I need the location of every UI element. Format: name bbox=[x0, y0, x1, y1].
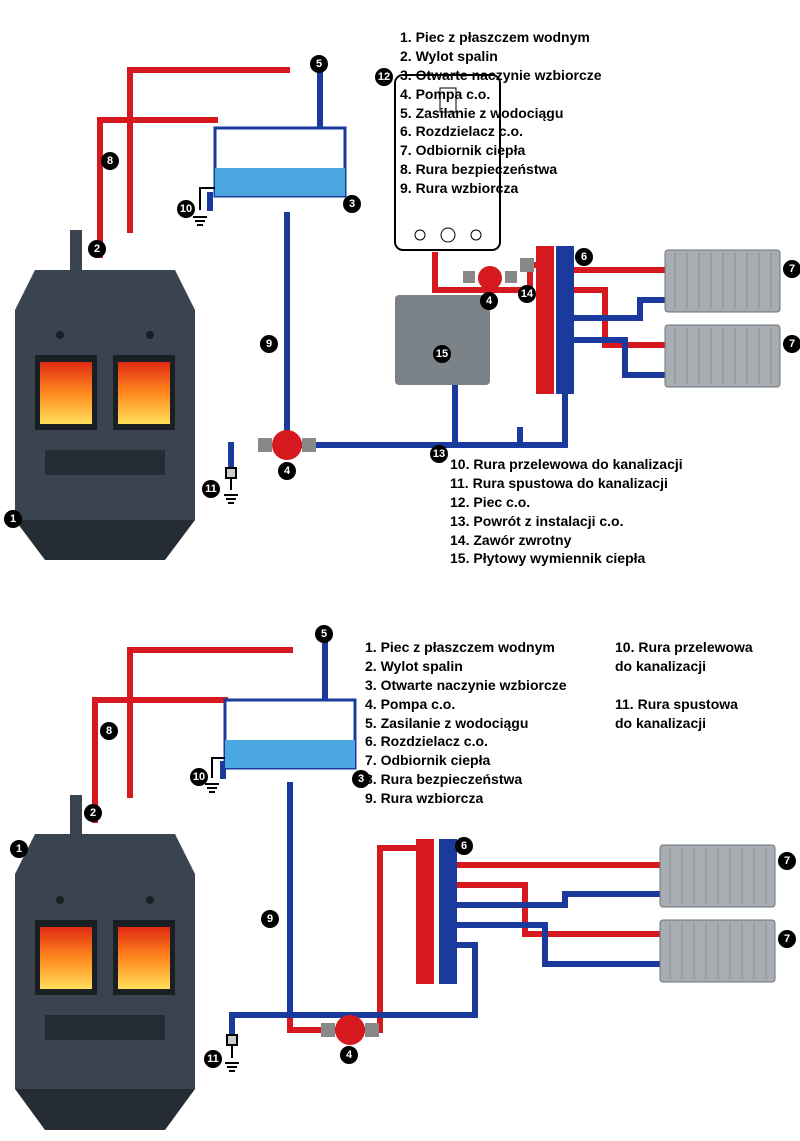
badge-14: 14 bbox=[518, 285, 536, 303]
badge-3: 3 bbox=[343, 195, 361, 213]
badge-13: 13 bbox=[430, 445, 448, 463]
legend-item: 4. Pompa c.o. bbox=[400, 85, 602, 104]
legend-item: 10. Rura przelewowa do kanalizacji bbox=[450, 455, 683, 474]
badge-b5: 5 bbox=[315, 625, 333, 643]
legend-item: 11. Rura spustowa do kanalizacji bbox=[450, 474, 683, 493]
legend-item bbox=[615, 676, 753, 695]
legend-item: 8. Rura bezpieczeństwa bbox=[400, 160, 602, 179]
legend-item: do kanalizacji bbox=[615, 657, 753, 676]
legend-item: do kanalizacji bbox=[615, 714, 753, 733]
badge-11: 11 bbox=[202, 480, 220, 498]
badge-7: 7 bbox=[783, 260, 800, 278]
badge-15: 15 bbox=[433, 345, 451, 363]
legend-a1: 1. Piec z płaszczem wodnym 2. Wylot spal… bbox=[400, 28, 602, 198]
badge-5: 5 bbox=[310, 55, 328, 73]
legend-item: 3. Otwarte naczynie wzbiorcze bbox=[365, 676, 567, 695]
diagram-b: 1. Piec z płaszczem wodnym 2. Wylot spal… bbox=[0, 570, 800, 1141]
diagram-a: 1. Piec z płaszczem wodnym 2. Wylot spal… bbox=[0, 0, 800, 570]
badge-6: 6 bbox=[575, 248, 593, 266]
legend-item: 15. Płytowy wymiennik ciepła bbox=[450, 549, 683, 568]
legend-item: 10. Rura przelewowa bbox=[615, 638, 753, 657]
badge-b9: 9 bbox=[261, 910, 279, 928]
badge-b6: 6 bbox=[455, 837, 473, 855]
legend-item: 9. Rura wzbiorcza bbox=[400, 179, 602, 198]
badge-b7b: 7 bbox=[778, 930, 796, 948]
legend-item: 1. Piec z płaszczem wodnym bbox=[365, 638, 567, 657]
legend-item: 6. Rozdzielacz c.o. bbox=[400, 122, 602, 141]
legend-item: 7. Odbiornik ciepła bbox=[365, 751, 567, 770]
legend-item: 12. Piec c.o. bbox=[450, 493, 683, 512]
badge-b7: 7 bbox=[778, 852, 796, 870]
badge-b10: 10 bbox=[190, 768, 208, 786]
badge-12: 12 bbox=[375, 68, 393, 86]
badge-10: 10 bbox=[177, 200, 195, 218]
badge-4: 4 bbox=[278, 462, 296, 480]
legend-item: 6. Rozdzielacz c.o. bbox=[365, 732, 567, 751]
legend-item: 3. Otwarte naczynie wzbiorcze bbox=[400, 66, 602, 85]
legend-item: 2. Wylot spalin bbox=[400, 47, 602, 66]
badge-2: 2 bbox=[88, 240, 106, 258]
badge-4b: 4 bbox=[480, 292, 498, 310]
legend-item: 11. Rura spustowa bbox=[615, 695, 753, 714]
legend-item: 1. Piec z płaszczem wodnym bbox=[400, 28, 602, 47]
badge-8: 8 bbox=[101, 152, 119, 170]
legend-item: 14. Zawór zwrotny bbox=[450, 531, 683, 550]
badge-9: 9 bbox=[260, 335, 278, 353]
legend-item: 9. Rura wzbiorcza bbox=[365, 789, 567, 808]
legend-b1: 1. Piec z płaszczem wodnym 2. Wylot spal… bbox=[365, 638, 567, 808]
badge-b8: 8 bbox=[100, 722, 118, 740]
badge-b4: 4 bbox=[340, 1046, 358, 1064]
legend-b2: 10. Rura przelewowa do kanalizacji 11. R… bbox=[615, 638, 753, 732]
legend-item: 2. Wylot spalin bbox=[365, 657, 567, 676]
badge-b1: 1 bbox=[10, 840, 28, 858]
legend-item: 5. Zasilanie z wodociągu bbox=[400, 104, 602, 123]
legend-item: 4. Pompa c.o. bbox=[365, 695, 567, 714]
legend-a2: 10. Rura przelewowa do kanalizacji 11. R… bbox=[450, 455, 683, 568]
badge-b3: 3 bbox=[352, 770, 370, 788]
badge-7b: 7 bbox=[783, 335, 800, 353]
legend-item: 7. Odbiornik ciepła bbox=[400, 141, 602, 160]
badge-b11: 11 bbox=[204, 1050, 222, 1068]
badge-b2: 2 bbox=[84, 804, 102, 822]
badge-1: 1 bbox=[4, 510, 22, 528]
legend-item: 13. Powrót z instalacji c.o. bbox=[450, 512, 683, 531]
legend-item: 5. Zasilanie z wodociągu bbox=[365, 714, 567, 733]
legend-item: 8. Rura bezpieczeństwa bbox=[365, 770, 567, 789]
